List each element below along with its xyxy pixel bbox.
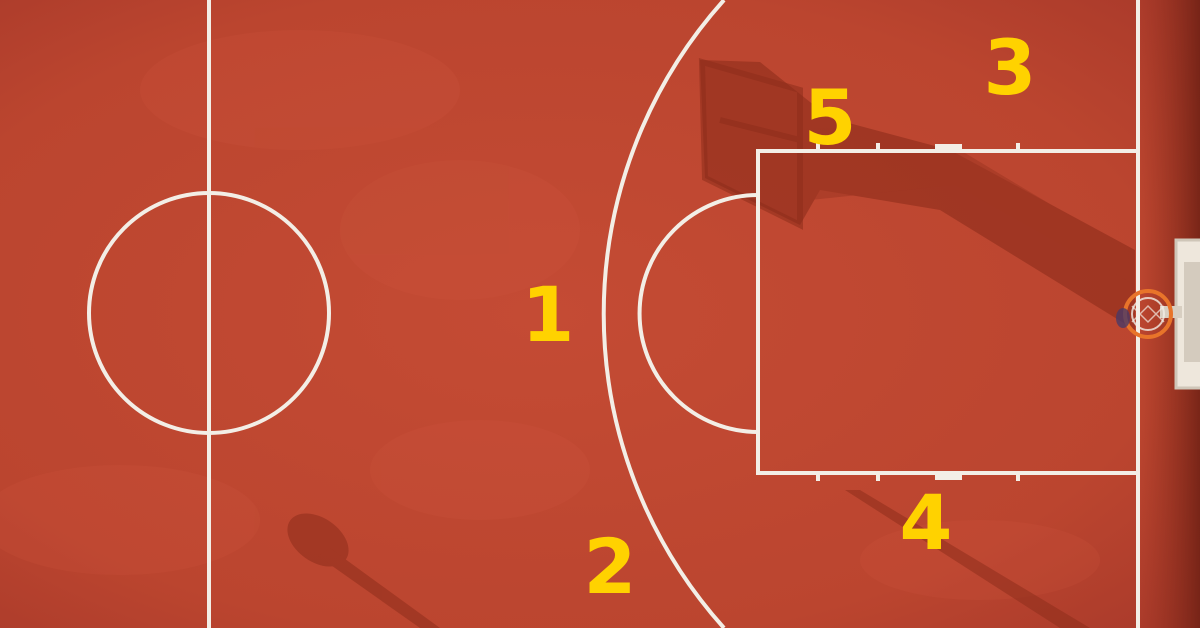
hoop-shadow xyxy=(700,60,1135,330)
hoop xyxy=(1116,289,1173,339)
zone-label-4: 4 xyxy=(899,478,953,567)
three-point-arc xyxy=(601,0,726,628)
zone-label-5: 5 xyxy=(803,73,857,162)
zone-label-1: 1 xyxy=(521,270,575,359)
zone-label-2: 2 xyxy=(583,522,637,611)
zone-label-3: 3 xyxy=(983,23,1037,112)
lane-blocks xyxy=(935,144,962,480)
surface-mottling xyxy=(0,30,1100,600)
backboard-shadow-outline xyxy=(698,57,803,230)
free-throw-circle xyxy=(637,193,759,434)
backboard xyxy=(1160,238,1200,390)
pole-shadows xyxy=(287,490,1090,628)
center-circle xyxy=(87,191,331,435)
